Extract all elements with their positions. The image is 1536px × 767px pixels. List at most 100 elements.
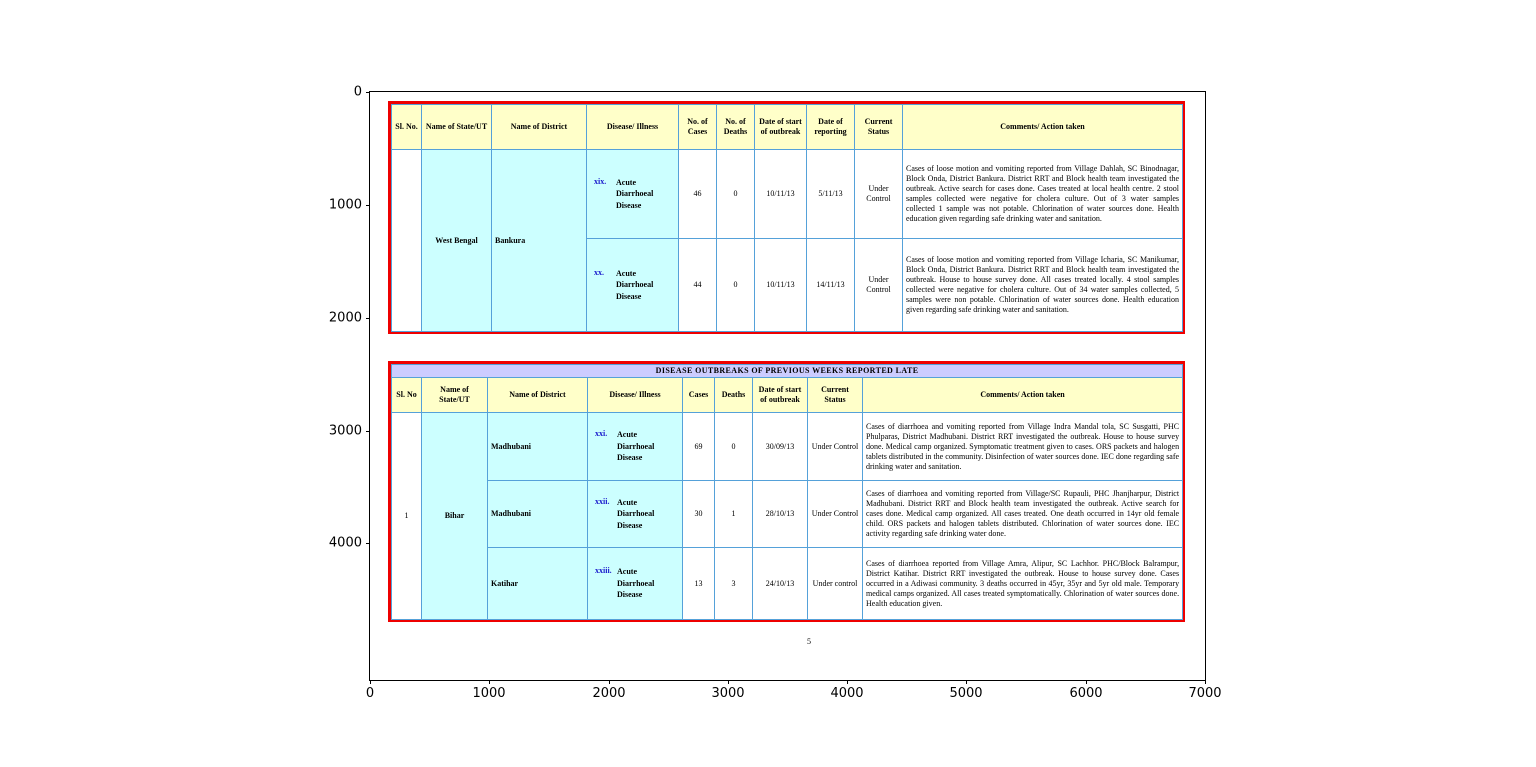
column-header-deaths: No. of Deaths: [716, 104, 755, 150]
cell-comments: Cases of diarrhoea and vomiting reported…: [861, 412, 1184, 481]
column-header-status: Current Status: [807, 377, 863, 413]
column-header-sl-no: Sl. No: [391, 377, 422, 413]
cell-date-start: 10/11/13: [754, 238, 807, 332]
column-header-disease: Disease/ Illness: [586, 104, 679, 150]
cell-disease: xx. Acute Diarrhoeal Disease: [586, 238, 679, 332]
x-tick-label: 2000: [592, 686, 626, 701]
disease-name: Acute Diarrhoeal Disease: [616, 268, 654, 301]
x-tick-mark: [728, 680, 729, 684]
cell-status: Under Control: [807, 480, 863, 548]
disease-index: xxii.: [595, 496, 610, 506]
cell-date-start: 28/10/13: [752, 480, 808, 548]
cell-deaths: 1: [714, 480, 753, 548]
cell-date-report: 5/11/13: [806, 149, 855, 239]
x-tick-label: 0: [365, 686, 375, 701]
y-tick-mark: [366, 431, 370, 432]
disease-index: xxiii.: [595, 566, 612, 576]
cell-comments: Cases of diarrhoea reported from Village…: [861, 547, 1184, 620]
table2-title: DISEASE OUTBREAKS OF PREVIOUS WEEKS REPO…: [390, 364, 1184, 378]
column-header-date-report: Date of reporting: [806, 104, 855, 150]
table2-title-row: DISEASE OUTBREAKS OF PREVIOUS WEEKS REPO…: [390, 364, 1184, 378]
cell-comments: Cases of loose motion and vomiting repor…: [902, 149, 1183, 239]
cell-disease: xix. Acute Diarrhoeal Disease: [586, 149, 679, 239]
cell-sl-no: 1: [391, 412, 422, 620]
y-tick-label: 1000: [328, 197, 362, 213]
disease-name: Acute Diarrhoeal Disease: [617, 430, 655, 463]
column-header-district: Name of District: [487, 377, 588, 413]
cell-status: Under Control: [807, 412, 863, 481]
y-tick-mark: [366, 205, 370, 206]
y-tick-label: 0: [353, 84, 362, 100]
cell-comments: Cases of loose motion and vomiting repor…: [902, 238, 1183, 332]
column-header-district: Name of District: [491, 104, 587, 150]
disease-name: Acute Diarrhoeal Disease: [616, 177, 654, 210]
column-header-state: Name of State/UT: [421, 104, 492, 150]
cell-cases: 13: [682, 547, 715, 620]
x-tick-label: 5000: [949, 686, 983, 701]
cell-status: Under Control: [854, 238, 903, 332]
page-number: 5: [807, 637, 811, 646]
table1-header-row: Sl. No. Name of State/UT Name of Distric…: [391, 104, 1183, 150]
x-tick-mark: [370, 680, 371, 684]
y-tick-label: 4000: [328, 535, 362, 551]
plot-axes: 0 1000 2000 3000 4000 5000 6000 7000 0 1…: [329, 85, 1222, 702]
column-header-comments: Comments/ Action taken: [902, 104, 1183, 150]
cell-district: Bankura: [491, 149, 587, 332]
cell-cases: 30: [682, 480, 715, 548]
cell-deaths: 0: [716, 238, 755, 332]
cell-deaths: 3: [714, 547, 753, 620]
table-row: 1 Bihar Madhubani xxi. Acute Diarrhoeal …: [391, 412, 1184, 620]
table-row: Madhubani xxii. Acute Diarrhoeal Disease…: [392, 480, 1184, 548]
y-tick-mark: [366, 318, 370, 319]
cell-date-start: 10/11/13: [754, 149, 807, 239]
column-header-status: Current Status: [854, 104, 903, 150]
cell-district: Madhubani: [487, 480, 588, 548]
x-tick-mark: [1205, 680, 1206, 684]
disease-name: Acute Diarrhoeal Disease: [617, 497, 655, 530]
cell-district: Madhubani: [487, 412, 588, 481]
y-tick-label: 3000: [328, 423, 362, 439]
cell-deaths: 0: [716, 149, 755, 239]
column-header-disease: Disease/ Illness: [587, 377, 683, 413]
table-row: xx. Acute Diarrhoeal Disease 44 0 10/11/…: [392, 238, 1183, 332]
disease-index: xx.: [594, 267, 604, 277]
column-header-cases: No. of Cases: [678, 104, 717, 150]
column-header-date-start: Date of start of outbreak: [754, 104, 807, 150]
disease-name: Acute Diarrhoeal Disease: [617, 567, 655, 600]
column-header-cases: Cases: [682, 377, 715, 413]
cell-cases: 46: [678, 149, 717, 239]
column-header-date-start: Date of start of outbreak: [752, 377, 808, 413]
cell-cases: 44: [678, 238, 717, 332]
y-tick-label: 2000: [328, 310, 362, 326]
cell-district: Katihar: [487, 547, 588, 620]
x-tick-label: 3000: [711, 686, 745, 701]
cell-disease: xxiii. Acute Diarrhoeal Disease: [587, 547, 683, 620]
cell-state: Bihar: [421, 412, 488, 620]
x-tick-mark: [489, 680, 490, 684]
x-tick-mark: [609, 680, 610, 684]
cell-disease: xxi. Acute Diarrhoeal Disease: [587, 412, 683, 481]
x-tick-mark: [1086, 680, 1087, 684]
x-tick-label: 4000: [830, 686, 864, 701]
y-tick-mark: [366, 543, 370, 544]
disease-index: xix.: [594, 176, 607, 186]
cell-date-report: 14/11/13: [806, 238, 855, 332]
column-header-state: Name of State/UT: [421, 377, 488, 413]
cell-status: Under control: [807, 547, 863, 620]
disease-index: xxi.: [595, 429, 608, 439]
table2-header-row: Sl. No Name of State/UT Name of District…: [391, 377, 1184, 413]
column-header-deaths: Deaths: [714, 377, 753, 413]
cell-state: West Bengal: [421, 149, 492, 332]
cell-disease: xxii. Acute Diarrhoeal Disease: [587, 480, 683, 548]
cell-status: Under Control: [854, 149, 903, 239]
y-tick-mark: [366, 92, 370, 93]
cell-cases: 69: [682, 412, 715, 481]
table-row: West Bengal Bankura xix. Acute Diarrhoea…: [391, 149, 1183, 332]
column-header-comments: Comments/ Action taken: [861, 377, 1184, 413]
table-row: Katihar xxiii. Acute Diarrhoeal Disease …: [392, 547, 1184, 620]
current-week-outbreaks-table: Sl. No. Name of State/UT Name of Distric…: [388, 101, 1185, 334]
previous-weeks-outbreaks-table: DISEASE OUTBREAKS OF PREVIOUS WEEKS REPO…: [388, 361, 1185, 622]
x-tick-mark: [966, 680, 967, 684]
cell-date-start: 30/09/13: [752, 412, 808, 481]
